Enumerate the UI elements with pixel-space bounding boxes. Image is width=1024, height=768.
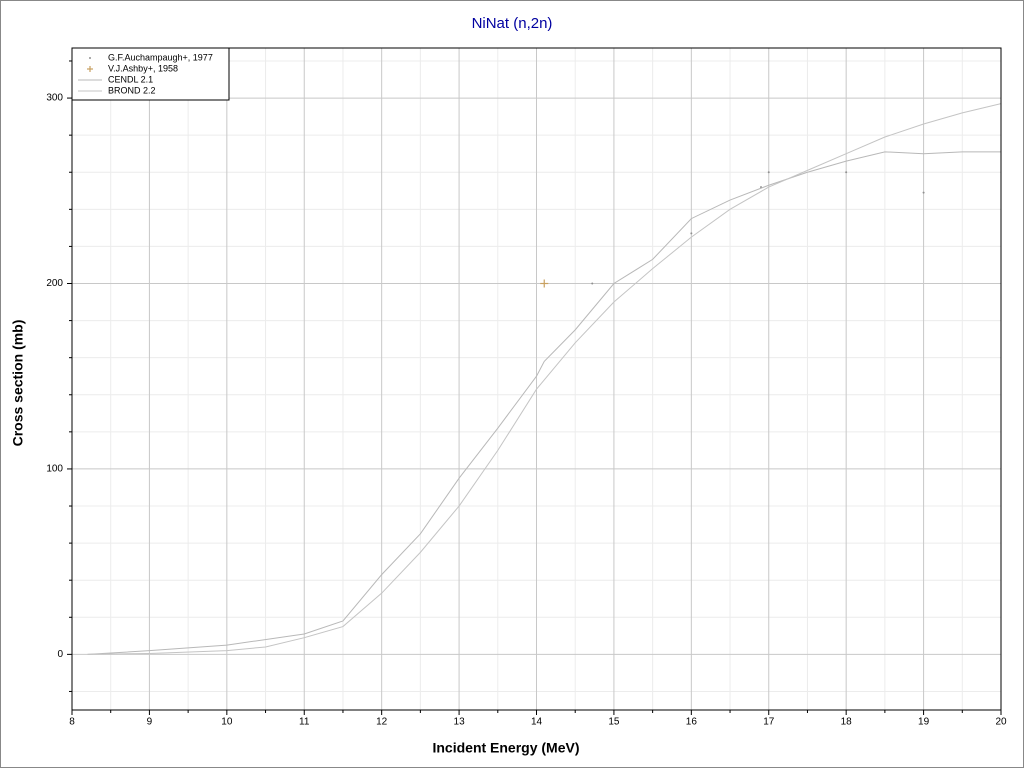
legend-label: V.J.Ashby+, 1958: [108, 63, 178, 73]
plot-border: [71, 47, 1002, 711]
y-tick-label: 0: [57, 649, 63, 660]
marker: [591, 282, 594, 285]
x-tick-label: 9: [147, 717, 153, 728]
x-tick-label: 15: [608, 717, 620, 728]
legend-label: G.F.Auchampaugh+, 1977: [108, 52, 213, 62]
series-layer: [87, 103, 1002, 655]
x-tick-label: 19: [918, 717, 930, 728]
x-tick-label: 16: [686, 717, 698, 728]
series-line: [87, 103, 1002, 655]
marker: [767, 171, 770, 174]
marker: [89, 57, 91, 59]
x-tick-label: 11: [299, 717, 310, 728]
x-tick-label: 14: [531, 717, 543, 728]
x-tick-label: 13: [454, 717, 466, 728]
x-tick-label: 10: [221, 717, 233, 728]
chart-title: NiNat (n,2n): [472, 15, 553, 32]
y-axis-label: Cross section (mb): [10, 320, 26, 447]
marker: [845, 171, 848, 174]
x-tick-label: 18: [841, 717, 853, 728]
marker: [87, 66, 93, 72]
y-tick-label: 100: [46, 464, 63, 475]
y-tick-label: 200: [46, 278, 63, 289]
marker: [690, 232, 693, 235]
legend-label: BROND 2.2: [108, 85, 156, 95]
series-line: [87, 151, 1001, 655]
y-tick-label: 300: [46, 93, 63, 104]
x-tick-label: 17: [763, 717, 775, 728]
x-tick-label: 12: [376, 717, 388, 728]
legend-label: CENDL 2.1: [108, 74, 153, 84]
x-tick-label: 20: [995, 717, 1007, 728]
marker: [922, 191, 925, 194]
x-axis-label: Incident Energy (MeV): [432, 740, 579, 756]
marker: [540, 279, 549, 288]
x-tick-label: 8: [69, 717, 75, 728]
